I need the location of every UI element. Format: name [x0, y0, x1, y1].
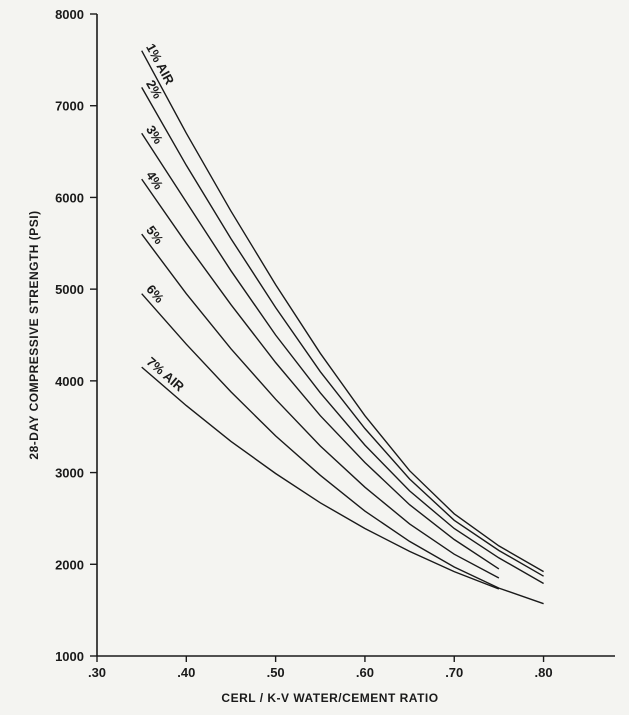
x-tick-label: .50 [267, 665, 285, 680]
series-line-1 [141, 50, 544, 573]
series-label-6: 6% [143, 282, 167, 306]
x-tick-label: .60 [356, 665, 374, 680]
y-tick-label: 7000 [55, 99, 84, 114]
y-tick-label: 2000 [55, 557, 84, 572]
series-line-2 [141, 87, 544, 577]
series-label-5: 5% [143, 223, 167, 247]
series-label-3: 3% [143, 123, 166, 147]
series-line-5 [141, 233, 500, 579]
axes [96, 14, 615, 657]
y-tick-label: 1000 [55, 649, 84, 664]
x-tick-label: .30 [88, 665, 106, 680]
series-line-6 [141, 293, 544, 605]
x-tick-label: .40 [177, 665, 195, 680]
x-tick-label: .70 [445, 665, 463, 680]
ticks: 1000 2000 3000 4000 5000 6000 7000 8000 .30 .40 .5… [55, 7, 553, 680]
series-label-4: 4% [143, 168, 166, 192]
y-tick-label: 4000 [55, 374, 84, 389]
series-line-7 [141, 366, 500, 590]
y-tick-label: 6000 [55, 190, 84, 205]
x-axis-title: CERL / K-V WATER/CEMENT RATIO [221, 691, 438, 705]
y-axis-title: 28-DAY COMPRESSIVE STRENGTH (PSI) [27, 210, 41, 459]
y-tick-label: 5000 [55, 282, 84, 297]
y-tick-label: 3000 [55, 466, 84, 481]
series-line-3 [141, 132, 544, 585]
series-line-4 [141, 178, 500, 570]
x-tick-label: .80 [535, 665, 553, 680]
series-label-1: 1% AIR [143, 41, 178, 88]
y-tick-label: 8000 [55, 7, 84, 22]
